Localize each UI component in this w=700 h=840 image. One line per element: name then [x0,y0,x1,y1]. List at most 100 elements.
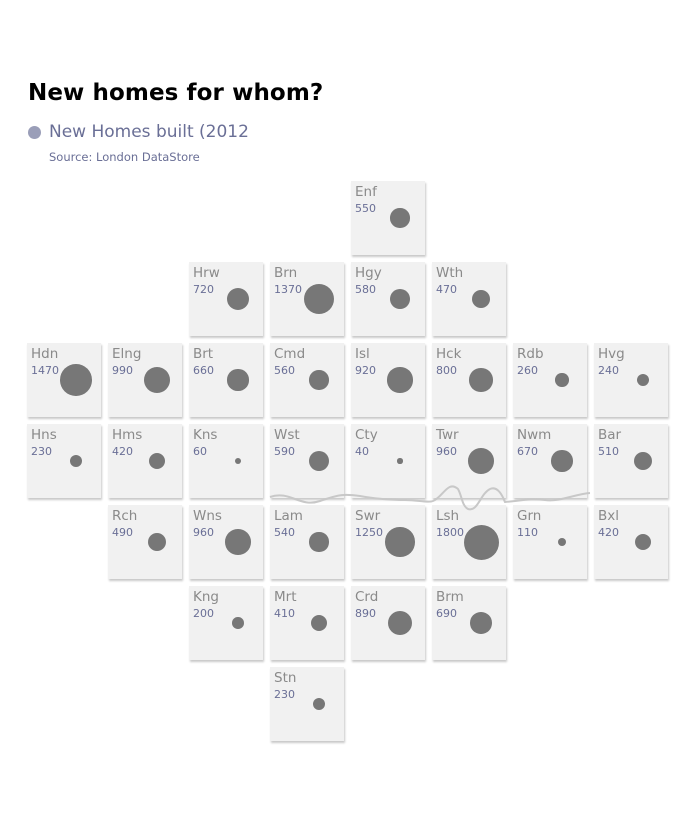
value-circle [555,373,569,387]
borough-tile-grn: Grn 110 [513,505,587,579]
borough-code: Swr [355,508,381,524]
borough-tile-lsh: Lsh 1800 [432,505,506,579]
borough-value: 540 [274,526,295,539]
borough-code: Lsh [436,508,460,524]
borough-tile-lam: Lam 540 [270,505,344,579]
borough-tile-wns: Wns 960 [189,505,263,579]
borough-value: 1370 [274,283,302,296]
value-circle [468,448,494,474]
value-circle [303,283,335,315]
borough-tile-rch: Rch 490 [108,505,182,579]
borough-tile-brn: Brn 1370 [270,262,344,336]
borough-code: Hck [436,346,462,362]
borough-tile-crd: Crd 890 [351,586,425,660]
borough-tile-elng: Elng 990 [108,343,182,417]
borough-tile-cty: Cty 40 [351,424,425,498]
value-circle [633,451,653,471]
borough-value: 410 [274,607,295,620]
value-circle [636,373,650,387]
borough-code: Elng [112,346,142,362]
borough-code: Brm [436,589,464,605]
borough-code: Nwm [517,427,552,443]
borough-value: 690 [436,607,457,620]
value-circle [385,527,415,557]
value-circle [227,369,249,391]
borough-tile-rdb: Rdb 260 [513,343,587,417]
borough-code: Rch [112,508,138,524]
value-circle [309,370,329,390]
value-circle [309,532,329,552]
value-circle [308,450,329,471]
borough-code: Wst [274,427,300,443]
page-title: New homes for whom? [28,80,324,106]
borough-tile-kng: Kng 200 [189,586,263,660]
borough-code: Wth [436,265,464,281]
borough-code: Twr [436,427,459,443]
value-circle [144,367,170,393]
value-circle [397,458,403,464]
borough-code: Kns [193,427,218,443]
borough-tile-hns: Hns 230 [27,424,101,498]
borough-value: 720 [193,283,214,296]
borough-value: 110 [517,526,538,539]
source-note: Source: London DataStore [49,150,200,164]
borough-code: Grn [517,508,542,524]
borough-value: 420 [112,445,133,458]
borough-value: 60 [193,445,207,458]
borough-tile-wst: Wst 590 [270,424,344,498]
value-circle [226,287,250,311]
borough-code: Brn [274,265,298,281]
borough-value: 920 [355,364,376,377]
borough-code: Kng [193,589,219,605]
borough-code: Hrw [193,265,220,281]
value-circle [390,208,410,228]
borough-tile-hvg: Hvg 240 [594,343,668,417]
value-circle [60,364,92,396]
borough-tile-nwm: Nwm 670 [513,424,587,498]
borough-code: Hvg [598,346,625,362]
borough-value: 800 [436,364,457,377]
borough-value: 240 [598,364,619,377]
borough-value: 960 [193,526,214,539]
value-circle [390,289,410,309]
borough-code: Mrt [274,589,297,605]
value-circle [147,532,167,552]
borough-value: 200 [193,607,214,620]
borough-tile-hck: Hck 800 [432,343,506,417]
borough-tile-brt: Brt 660 [189,343,263,417]
borough-code: Cmd [274,346,306,362]
borough-tile-swr: Swr 1250 [351,505,425,579]
borough-tile-hrw: Hrw 720 [189,262,263,336]
borough-tile-hdn: Hdn 1470 [27,343,101,417]
value-circle [557,537,567,547]
borough-tile-bar: Bar 510 [594,424,668,498]
borough-value: 420 [598,526,619,539]
borough-tile-stn: Stn 230 [270,667,344,741]
borough-code: Hgy [355,265,382,281]
borough-code: Hns [31,427,57,443]
borough-code: Wns [193,508,222,524]
borough-value: 230 [31,445,52,458]
value-circle [310,614,328,632]
borough-code: Enf [355,184,377,200]
value-circle [387,610,413,636]
borough-code: Brt [193,346,214,362]
borough-code: Bxl [598,508,620,524]
borough-value: 670 [517,445,538,458]
borough-value: 1250 [355,526,383,539]
borough-value: 40 [355,445,369,458]
value-circle [634,533,652,551]
borough-value: 230 [274,688,295,701]
borough-value: 960 [436,445,457,458]
borough-value: 1470 [31,364,59,377]
borough-code: Stn [274,670,297,686]
borough-tile-isl: Isl 920 [351,343,425,417]
borough-value: 580 [355,283,376,296]
borough-tile-enf: Enf 550 [351,181,425,255]
value-circle [387,367,413,393]
value-circle [234,457,242,465]
borough-code: Cty [355,427,378,443]
borough-value: 260 [517,364,538,377]
value-circle [472,290,490,308]
